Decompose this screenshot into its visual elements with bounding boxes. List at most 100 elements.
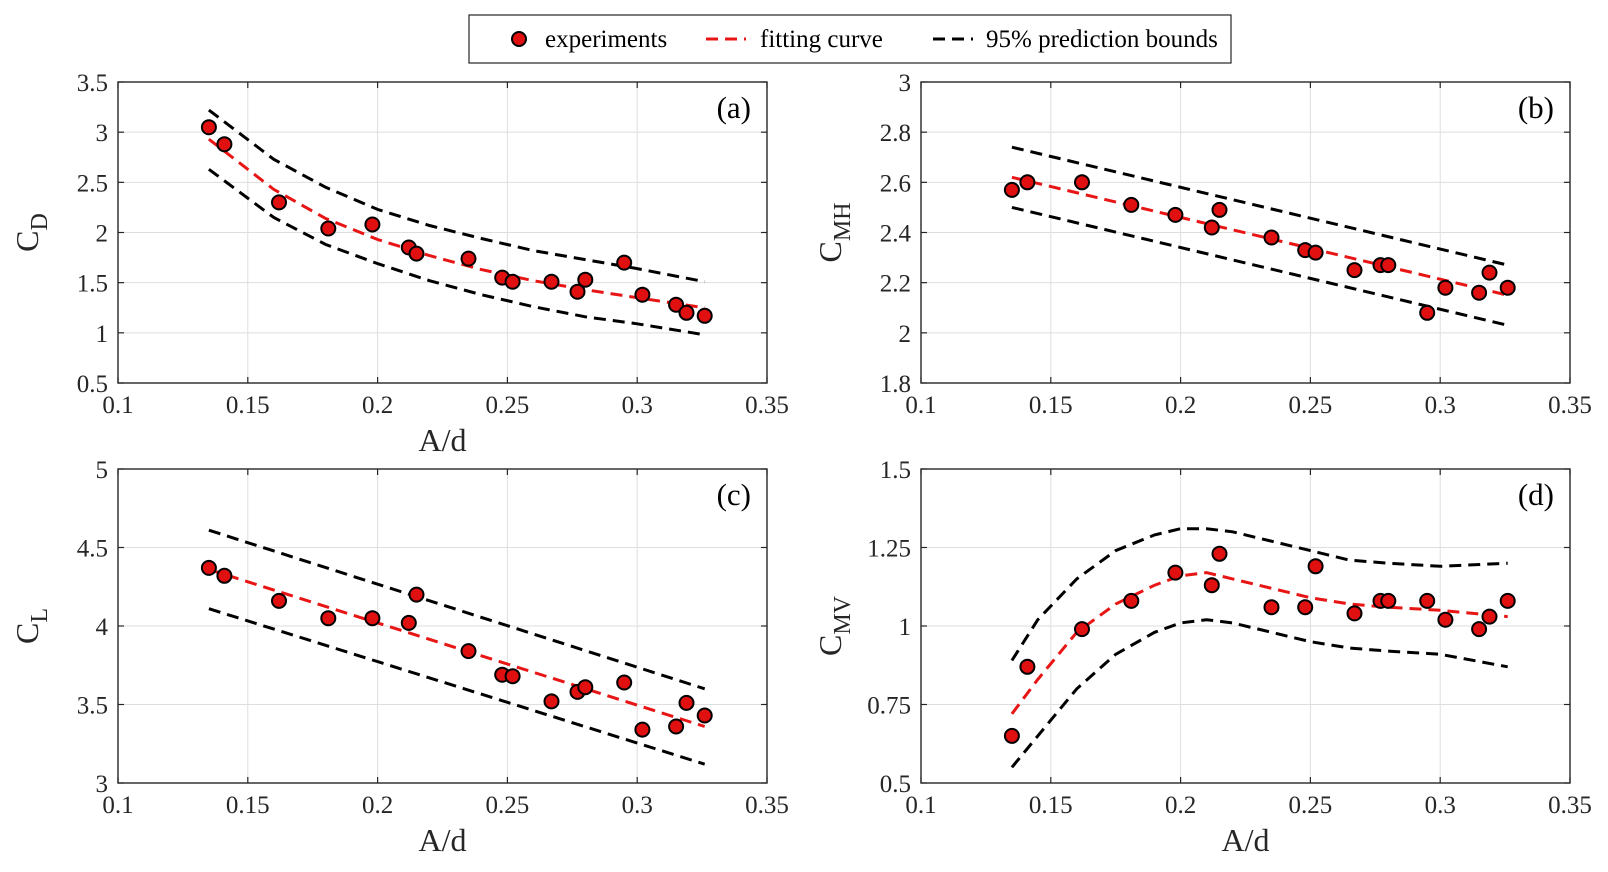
experiment-point [504, 273, 521, 290]
upper-bound-line [1011, 145, 1509, 267]
panel-label: (b) [1518, 90, 1554, 125]
plot-content [200, 108, 713, 337]
fitting-curve-line [1011, 175, 1509, 297]
experiment-point [616, 254, 633, 271]
x-tick-label: 0.35 [1548, 792, 1592, 819]
experiment-point [364, 610, 381, 627]
experiment-point [1471, 621, 1488, 638]
experiment-point [1499, 592, 1516, 609]
legend: experiments fitting curve 95% prediction… [468, 14, 1232, 64]
y-tick-label: 3 [96, 771, 109, 798]
axes-frame [920, 81, 1571, 384]
experiment-point [678, 304, 695, 321]
x-tick-label: 0.25 [1289, 392, 1333, 419]
experiment-point [200, 559, 217, 576]
panel-label: (a) [717, 90, 751, 125]
y-tick-label: 3 [96, 120, 109, 147]
experiment-point [543, 693, 560, 710]
upper-bound-line [208, 528, 706, 691]
experiment-point [1203, 577, 1220, 594]
y-tick-label: 2.2 [880, 271, 911, 298]
x-tick-label: 0.1 [905, 792, 936, 819]
experiment-point [1167, 564, 1184, 581]
upper-bound-line [1010, 527, 1508, 662]
experiment-point [1419, 304, 1436, 321]
experiment-point [1263, 599, 1280, 616]
experiment-point [364, 216, 381, 233]
axes-frame [117, 81, 768, 384]
y-axis-label-main: C [812, 635, 848, 656]
plot-content [1003, 527, 1516, 769]
y-axis-label: CD [9, 213, 53, 252]
x-axis-label: A/d [419, 822, 467, 858]
y-tick-label: 0.5 [880, 771, 911, 798]
y-tick-label: 2.4 [880, 221, 912, 248]
y-tick-label: 2.6 [880, 170, 911, 197]
experiment-point [216, 567, 233, 584]
x-tick-label: 0.1 [102, 392, 133, 419]
experiment-point [1437, 611, 1454, 628]
experiment-point [678, 694, 695, 711]
experiment-point [1297, 599, 1314, 616]
experiment-point [1019, 174, 1036, 191]
experiment-point [577, 679, 594, 696]
experiment-point [320, 220, 337, 237]
experiment-point [504, 668, 521, 685]
experiment-point [400, 614, 417, 631]
x-tick-label: 0.15 [226, 392, 270, 419]
x-tick-label: 0.35 [745, 792, 789, 819]
x-axis-label: A/d [1222, 822, 1270, 858]
y-axis-label: CL [9, 608, 53, 644]
y-axis-label-subscript: MV [830, 595, 856, 634]
x-axis-label: A/d [419, 422, 467, 458]
experiment-point [320, 610, 337, 627]
y-tick-label: 3 [899, 70, 912, 97]
y-tick-label: 3.5 [77, 693, 108, 720]
y-tick-label: 2.5 [77, 170, 108, 197]
experiment-point [1307, 558, 1324, 575]
legend-fitting-label: fitting curve [760, 26, 883, 53]
y-tick-label: 2.8 [880, 120, 911, 147]
experiment-point [1346, 262, 1363, 279]
legend-box [468, 14, 1232, 64]
experiment-point [408, 586, 425, 603]
panel-d: 0.1 0.15 0.2 0.25 0.3 0.35 0.5 0.75 1 1.25 1.5 (d) A… [812, 457, 1592, 858]
x-tick-label: 0.1 [102, 792, 133, 819]
y-tick-label: 2 [96, 221, 109, 248]
experiment-point [1380, 592, 1397, 609]
x-tick-label: 0.25 [1289, 792, 1333, 819]
experiment-point [1167, 206, 1184, 223]
panel-c: 0.1 0.15 0.2 0.25 0.3 0.35 3 3.5 4 4.5 5 (c) A/d CL [9, 457, 789, 858]
legend-bounds-label: 95% prediction bounds [986, 26, 1218, 53]
upper-bound-line [207, 108, 705, 284]
x-tick-label: 0.15 [1029, 392, 1073, 419]
experiment-point [1346, 605, 1363, 622]
x-tick-label: 0.35 [745, 392, 789, 419]
y-axis-label: CMH [812, 202, 856, 262]
x-tick-label: 0.2 [362, 392, 393, 419]
experiment-point [1074, 174, 1090, 191]
experiment-point [271, 592, 287, 609]
experiment-point [1419, 592, 1436, 609]
y-tick-label: 0.75 [867, 693, 911, 720]
experiment-point [1003, 181, 1020, 198]
experiment-point [216, 136, 233, 153]
x-tick-label: 0.3 [622, 792, 653, 819]
axes-frame [920, 468, 1571, 784]
experiment-point [1437, 279, 1454, 296]
y-tick-label: 1.5 [880, 457, 911, 484]
y-tick-label: 1 [899, 614, 912, 641]
x-tick-label: 0.15 [1029, 792, 1073, 819]
experiment-point [1263, 229, 1280, 246]
experiment-point [696, 707, 713, 724]
experiment-point [408, 245, 425, 262]
experiment-point [1074, 621, 1090, 638]
experiment-point [1211, 201, 1228, 218]
y-tick-label: 1.25 [867, 536, 911, 563]
panel-label: (d) [1518, 477, 1554, 512]
y-tick-label: 4 [96, 614, 109, 641]
experiment-point [1471, 284, 1488, 301]
y-axis-label-subscript: MH [830, 202, 856, 241]
experiment-point [1211, 545, 1228, 562]
panel-b: 0.1 0.15 0.2 0.25 0.3 0.35 1.8 2 2.2 2.4 2.6 2.8 3 (b… [812, 70, 1592, 419]
